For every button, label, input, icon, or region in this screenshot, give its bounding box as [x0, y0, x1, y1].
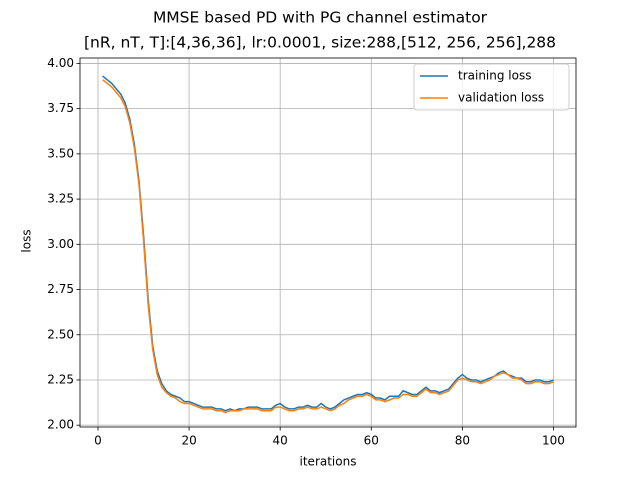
y-tick-label: 2.00 — [47, 418, 74, 432]
x-axis-label: iterations — [300, 455, 357, 469]
data-line — [102, 75, 554, 412]
x-tick-label: 80 — [455, 434, 470, 448]
chart-subtitle: [nR, nT, T]:[4,36,36], lr:0.0001, size:2… — [84, 34, 556, 52]
chart-title: MMSE based PD with PG channel estimator — [153, 9, 488, 27]
y-tick-label: 2.50 — [47, 327, 74, 341]
x-tick-label: 100 — [542, 434, 565, 448]
y-tick-label: 3.75 — [47, 101, 74, 115]
x-tick-label: 20 — [181, 434, 196, 448]
x-tick-label: 60 — [364, 434, 379, 448]
legend-label: training loss — [458, 69, 531, 83]
y-tick-label: 3.50 — [47, 146, 74, 160]
y-tick-label: 3.25 — [47, 192, 74, 206]
legend-box — [413, 63, 570, 111]
x-tick-label: 0 — [94, 434, 102, 448]
x-tick-label: 40 — [273, 434, 288, 448]
data-line — [102, 79, 554, 414]
y-tick-label: 2.25 — [47, 372, 74, 386]
plot-frame — [79, 57, 577, 428]
y-tick-label: 4.00 — [47, 56, 74, 70]
legend-label: validation loss — [458, 91, 544, 105]
y-axis-label: loss — [20, 229, 34, 252]
y-tick-label: 2.75 — [47, 282, 74, 296]
y-tick-label: 3.00 — [47, 237, 74, 251]
